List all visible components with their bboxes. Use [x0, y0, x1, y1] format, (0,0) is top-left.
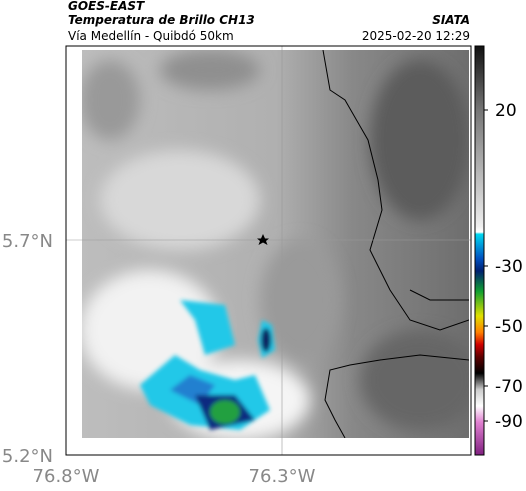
header: GOES-EAST Temperatura de Brillo CH13 SIA… [68, 0, 470, 43]
colorbar-tick-label: 20 [495, 101, 517, 121]
colorbar-tick-label: -50 [495, 317, 523, 337]
colorbar-tick-label: -90 [495, 412, 523, 432]
region: Vía Medellín - Quibdó 50km [68, 29, 234, 43]
satellite-image [82, 50, 469, 438]
colorbar-tick-label: -70 [495, 377, 523, 397]
lon-label: 76.3°W [249, 466, 316, 487]
satellite: GOES-EAST [68, 0, 145, 13]
location-marker [257, 234, 269, 245]
product: Temperatura de Brillo CH13 [68, 13, 255, 27]
map-frame [65, 45, 472, 456]
map-axis-labels: 76.8°W 76.3°W 5.7°N 5.2°N [2, 231, 316, 487]
colorbar-tick-label: -30 [495, 257, 523, 277]
lat-label: 5.2°N [2, 446, 53, 467]
source: SIATA [432, 13, 470, 27]
colorbar: 20 -30 -50 -70 -90 [474, 45, 523, 456]
datetime: 2025-02-20 12:29 [362, 29, 470, 43]
lon-label: 76.8°W [33, 466, 100, 487]
lat-label: 5.7°N [2, 231, 53, 252]
